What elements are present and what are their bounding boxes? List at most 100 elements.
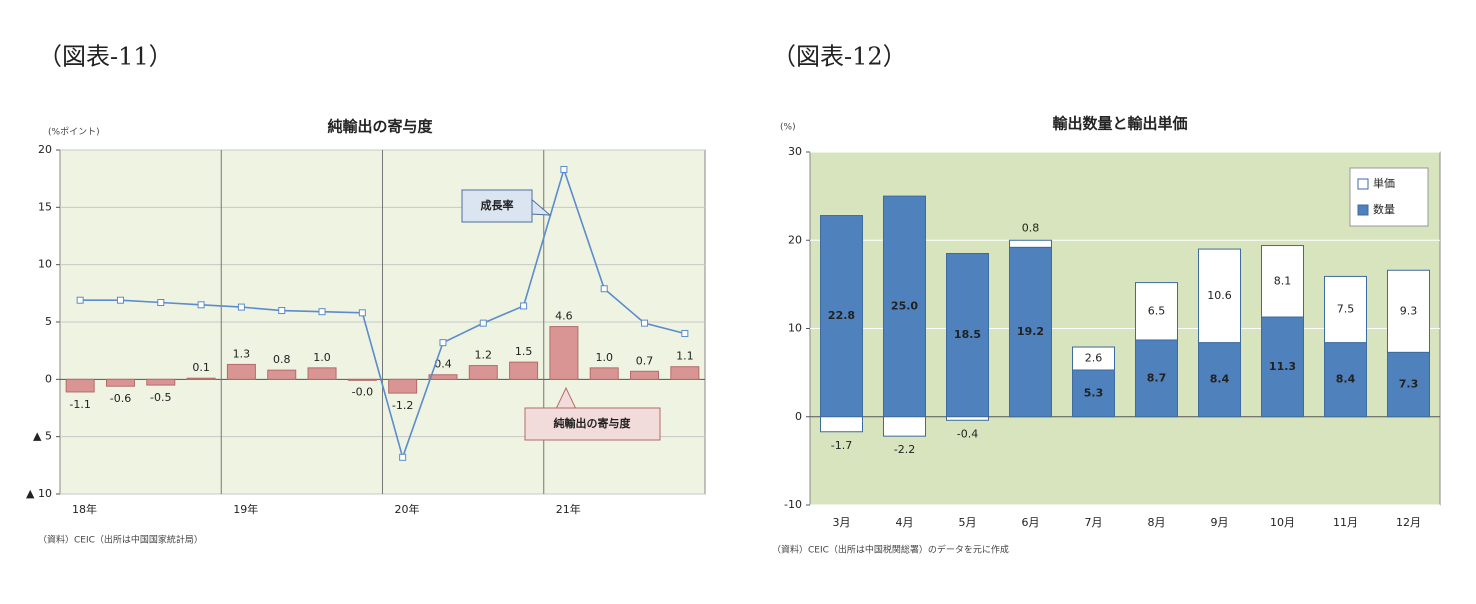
y-tick-label: 0 (795, 410, 802, 423)
bar (388, 378, 418, 394)
bar (186, 377, 216, 380)
data-label: -1.2 (392, 399, 413, 412)
x-tick-label: 8月 (1148, 516, 1166, 529)
bar-segment (1387, 269, 1430, 353)
bar-segment (946, 416, 989, 421)
line-marker (439, 339, 447, 347)
bar (630, 370, 660, 380)
line-marker (358, 309, 366, 317)
data-label: 4.6 (555, 310, 573, 323)
line-marker (278, 307, 286, 315)
x-tick-label: 20年 (395, 502, 420, 516)
data-label: 0.8 (1022, 221, 1040, 234)
x-tick-label: 6月 (1022, 516, 1040, 529)
data-label: -0.5 (150, 391, 171, 404)
bar-segment (1198, 248, 1241, 344)
data-label: 22.8 (828, 309, 855, 322)
x-tick-label: 9月 (1211, 516, 1229, 529)
line-marker (318, 308, 326, 316)
bar (549, 326, 579, 380)
chart-title: 輸出数量と輸出単価 (1052, 115, 1187, 133)
y-tick-label: 5 (45, 315, 52, 328)
data-label: 10.6 (1207, 289, 1232, 302)
data-label: 25.0 (891, 299, 918, 312)
chart-title: 純輸出の寄与度 (327, 118, 433, 136)
legend-box (1349, 167, 1429, 227)
heading: （図表-11） (38, 43, 173, 71)
data-label: 1.0 (595, 351, 613, 364)
bar-segment (1072, 346, 1115, 371)
bar-segment (1198, 342, 1241, 418)
line-marker (479, 319, 487, 327)
bar (468, 365, 498, 380)
y-tick-label: 20 (788, 233, 802, 246)
data-label: 7.3 (1399, 378, 1419, 391)
bar-segment (1135, 282, 1178, 341)
legend-label: 単価 (1373, 176, 1395, 190)
data-label: 1.3 (233, 347, 251, 360)
bar (589, 367, 619, 380)
y-tick-label: 10 (788, 322, 802, 335)
line-marker (237, 303, 245, 311)
y-tick-label: ▲ 5 (33, 430, 52, 443)
x-tick-label: 19年 (233, 502, 258, 516)
x-tick-label: 3月 (833, 516, 851, 529)
data-label: -0.0 (352, 385, 373, 398)
y-axis-label: (%ポイント) (48, 127, 100, 138)
line-marker (116, 296, 124, 304)
data-label: 8.1 (1274, 274, 1292, 287)
bar-segment (1324, 275, 1367, 344)
callout-box (461, 189, 533, 223)
bar-segment (883, 195, 926, 418)
legend-swatch (1357, 204, 1369, 216)
legend-swatch (1357, 178, 1369, 190)
bar-segment (1009, 239, 1052, 248)
bar (347, 378, 377, 381)
bar-segment (1261, 316, 1304, 418)
line-marker (399, 453, 407, 461)
bar-segment (1261, 245, 1304, 318)
x-tick-label: 18年 (72, 502, 97, 516)
data-label: 6.5 (1148, 304, 1166, 317)
data-label: 8.4 (1210, 373, 1230, 386)
bar (146, 378, 176, 386)
data-label: -0.6 (110, 392, 131, 405)
data-label: 18.5 (954, 328, 981, 341)
bar-segment (1387, 351, 1430, 418)
data-label: 7.5 (1337, 303, 1355, 316)
data-label: 9.3 (1400, 304, 1418, 317)
bar (226, 363, 256, 380)
data-label: 5.3 (1084, 386, 1104, 399)
y-tick-label: 15 (38, 200, 52, 213)
bar (428, 374, 458, 380)
bar (509, 361, 539, 380)
y-axis-label: (%) (780, 123, 796, 133)
data-label: -0.4 (957, 427, 978, 440)
data-label: 0.8 (273, 353, 291, 366)
data-label: 2.6 (1085, 352, 1103, 365)
bar (267, 369, 297, 380)
line-marker (197, 301, 205, 309)
y-tick-label: -10 (784, 498, 802, 511)
line-marker (681, 329, 689, 337)
data-label: 0.7 (636, 354, 654, 367)
data-label: 1.0 (313, 351, 331, 364)
data-label: 11.3 (1269, 360, 1296, 373)
x-tick-label: 10月 (1270, 516, 1295, 529)
x-tick-label: 12月 (1396, 516, 1421, 529)
data-label: 1.1 (676, 350, 694, 363)
y-tick-label: 0 (45, 372, 52, 385)
line (80, 166, 686, 460)
line-marker (157, 299, 165, 307)
data-label: 0.4 (434, 358, 452, 371)
data-label: 0.1 (192, 361, 210, 374)
data-label: 1.2 (475, 349, 493, 362)
data-label: -1.7 (831, 439, 852, 452)
bar-segment (820, 215, 863, 418)
bar (670, 366, 700, 380)
heading: （図表-12） (772, 43, 907, 71)
y-tick-label: ▲ 10 (26, 487, 52, 500)
y-tick-label: 30 (788, 145, 802, 158)
legend-label: 数量 (1373, 203, 1395, 216)
